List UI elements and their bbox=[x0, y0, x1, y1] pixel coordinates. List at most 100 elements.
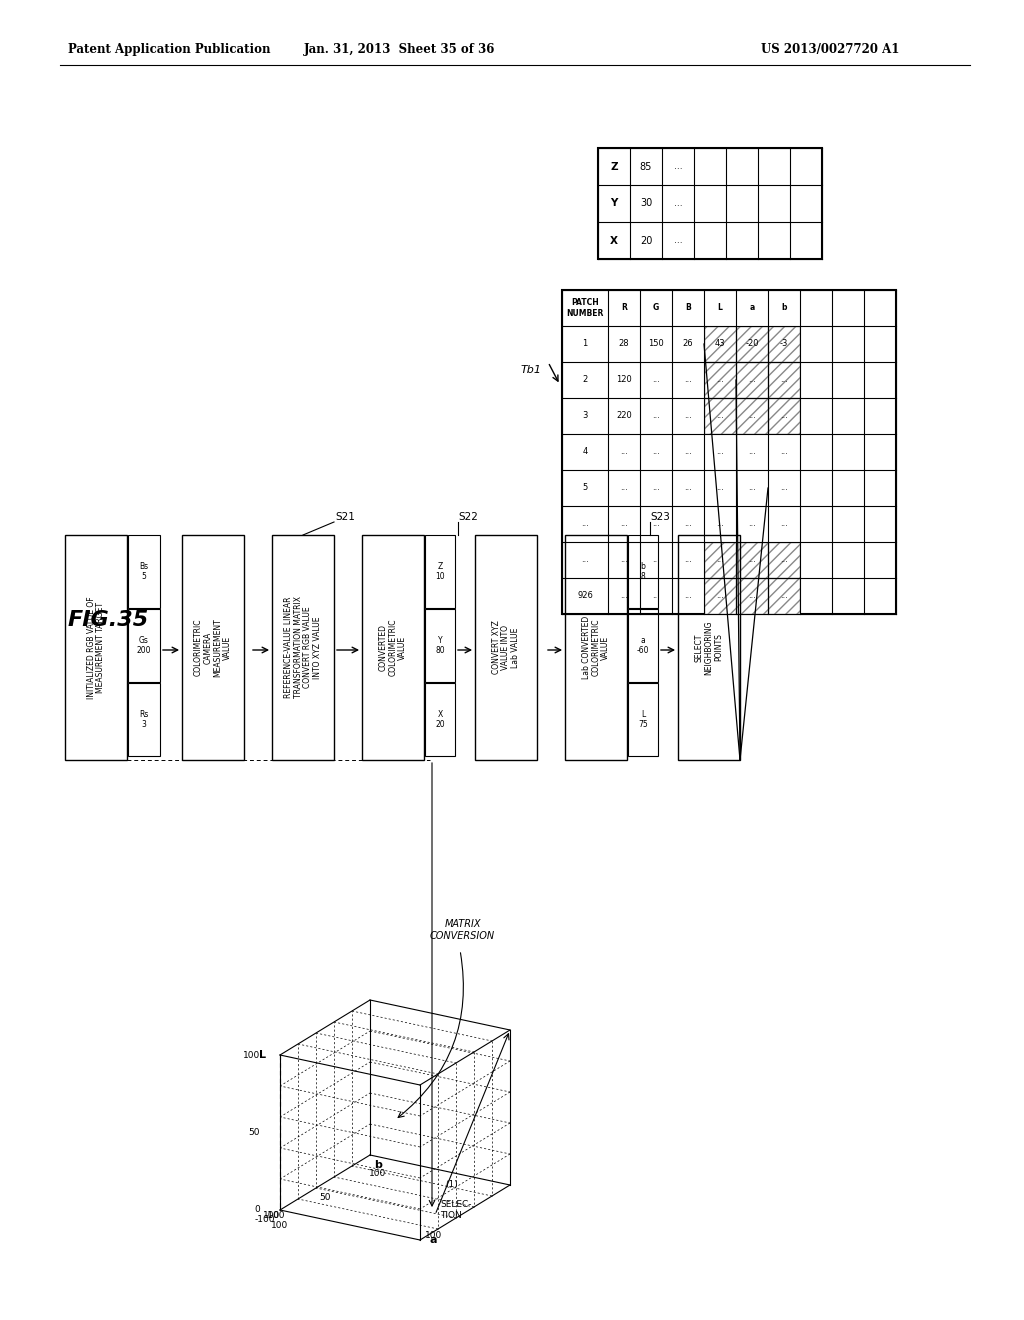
Text: 43: 43 bbox=[715, 339, 725, 348]
Bar bbox=[705, 363, 735, 397]
Text: G: G bbox=[653, 304, 659, 313]
Text: 30: 30 bbox=[640, 198, 652, 209]
Text: -3: -3 bbox=[780, 339, 788, 348]
Text: Gs
200: Gs 200 bbox=[137, 636, 152, 655]
Text: ...: ... bbox=[674, 162, 682, 172]
Text: INITIALIZED RGB VALUE OF
MEASUREMENT TARGET: INITIALIZED RGB VALUE OF MEASUREMENT TAR… bbox=[87, 597, 105, 698]
Text: ...: ... bbox=[652, 520, 659, 528]
Bar bbox=[362, 535, 424, 760]
Text: R: R bbox=[622, 304, 627, 313]
Text: 20: 20 bbox=[640, 235, 652, 246]
Text: ...: ... bbox=[621, 520, 628, 528]
Text: ...: ... bbox=[749, 591, 756, 601]
Text: 120: 120 bbox=[616, 375, 632, 384]
Text: ...: ... bbox=[716, 412, 724, 421]
Text: ...: ... bbox=[780, 412, 787, 421]
Text: L: L bbox=[258, 1049, 265, 1060]
Text: ...: ... bbox=[621, 591, 628, 601]
Text: -20: -20 bbox=[745, 339, 759, 348]
Text: 100: 100 bbox=[243, 1051, 260, 1060]
Text: ...: ... bbox=[780, 556, 787, 565]
Text: ...: ... bbox=[684, 556, 692, 565]
Text: ...: ... bbox=[780, 375, 787, 384]
Text: ...: ... bbox=[674, 199, 682, 209]
Text: -100: -100 bbox=[265, 1210, 286, 1220]
Text: US 2013/0027720 A1: US 2013/0027720 A1 bbox=[761, 44, 899, 57]
Bar bbox=[425, 535, 455, 609]
Text: ...: ... bbox=[749, 447, 756, 457]
Text: S21: S21 bbox=[335, 512, 355, 521]
Text: 100: 100 bbox=[263, 1210, 281, 1220]
Text: a: a bbox=[750, 304, 755, 313]
Text: S22: S22 bbox=[458, 512, 478, 521]
Text: 2: 2 bbox=[583, 375, 588, 384]
Bar bbox=[628, 682, 658, 756]
Text: ...: ... bbox=[684, 591, 692, 601]
Text: ...: ... bbox=[749, 483, 756, 492]
Text: ...: ... bbox=[652, 375, 659, 384]
Bar bbox=[768, 326, 800, 362]
Text: X
20: X 20 bbox=[435, 710, 444, 729]
Bar bbox=[768, 543, 800, 578]
Bar bbox=[768, 363, 800, 397]
Text: ...: ... bbox=[652, 447, 659, 457]
Bar bbox=[705, 543, 735, 578]
Text: MATRIX
CONVERSION: MATRIX CONVERSION bbox=[430, 919, 496, 941]
Bar bbox=[475, 535, 537, 760]
Bar bbox=[272, 535, 334, 760]
Bar bbox=[128, 682, 160, 756]
Text: ...: ... bbox=[684, 520, 692, 528]
Bar bbox=[736, 363, 768, 397]
Text: 3: 3 bbox=[583, 412, 588, 421]
Text: 50: 50 bbox=[249, 1129, 260, 1137]
Bar bbox=[65, 535, 127, 760]
Text: ...: ... bbox=[716, 556, 724, 565]
Text: CONVERT XYZ
VALUE INTO
Lab VALUE: CONVERT XYZ VALUE INTO Lab VALUE bbox=[492, 620, 520, 675]
Text: a: a bbox=[430, 1236, 437, 1245]
Text: ...: ... bbox=[716, 520, 724, 528]
Text: REFERENCE-VALUE LINEAR
TRANSFORMATION MATRIX
CONVERT RGB VALUE
INTO XYZ VALUE: REFERENCE-VALUE LINEAR TRANSFORMATION MA… bbox=[284, 597, 323, 698]
Bar bbox=[562, 290, 896, 614]
Text: (1): (1) bbox=[445, 1180, 458, 1189]
Text: ...: ... bbox=[581, 556, 589, 565]
Bar bbox=[736, 399, 768, 433]
Text: ...: ... bbox=[749, 375, 756, 384]
Text: ...: ... bbox=[652, 591, 659, 601]
Text: Tb1: Tb1 bbox=[521, 366, 542, 375]
Text: ...: ... bbox=[749, 412, 756, 421]
Text: SELECT
NEIGHBORING
POINTS: SELECT NEIGHBORING POINTS bbox=[695, 620, 723, 675]
Text: ...: ... bbox=[716, 591, 724, 601]
Text: ...: ... bbox=[684, 375, 692, 384]
Text: 50: 50 bbox=[319, 1193, 331, 1203]
Bar bbox=[705, 399, 735, 433]
Text: 150: 150 bbox=[648, 339, 664, 348]
Bar bbox=[736, 326, 768, 362]
Text: Lab CONVERTED
COLORIMETRIC
VALUE: Lab CONVERTED COLORIMETRIC VALUE bbox=[582, 616, 610, 678]
Bar bbox=[736, 578, 768, 614]
Text: ...: ... bbox=[716, 447, 724, 457]
Text: 26: 26 bbox=[683, 339, 693, 348]
Text: S23: S23 bbox=[650, 512, 670, 521]
Text: COLORIMETRIC
CAMERA
MEASUREMENT
VALUE: COLORIMETRIC CAMERA MEASUREMENT VALUE bbox=[194, 618, 232, 677]
Text: ...: ... bbox=[749, 520, 756, 528]
Bar bbox=[705, 578, 735, 614]
Text: FIG.35: FIG.35 bbox=[68, 610, 150, 630]
Bar bbox=[425, 682, 455, 756]
Text: ...: ... bbox=[674, 236, 682, 246]
Text: L
75: L 75 bbox=[638, 710, 648, 729]
Text: Rs
3: Rs 3 bbox=[139, 710, 148, 729]
Text: L: L bbox=[718, 304, 723, 313]
Text: ...: ... bbox=[684, 412, 692, 421]
Text: Y
80: Y 80 bbox=[435, 636, 444, 655]
Text: ...: ... bbox=[780, 520, 787, 528]
Text: a
-60: a -60 bbox=[637, 636, 649, 655]
Bar bbox=[425, 609, 455, 682]
Text: 100: 100 bbox=[271, 1221, 289, 1229]
Text: ...: ... bbox=[684, 483, 692, 492]
Text: ...: ... bbox=[749, 556, 756, 565]
Text: ...: ... bbox=[684, 447, 692, 457]
Text: -100: -100 bbox=[255, 1216, 275, 1225]
Text: 85: 85 bbox=[640, 161, 652, 172]
Text: Z
10: Z 10 bbox=[435, 562, 444, 581]
Text: SELEC-
TION: SELEC- TION bbox=[440, 1200, 471, 1220]
